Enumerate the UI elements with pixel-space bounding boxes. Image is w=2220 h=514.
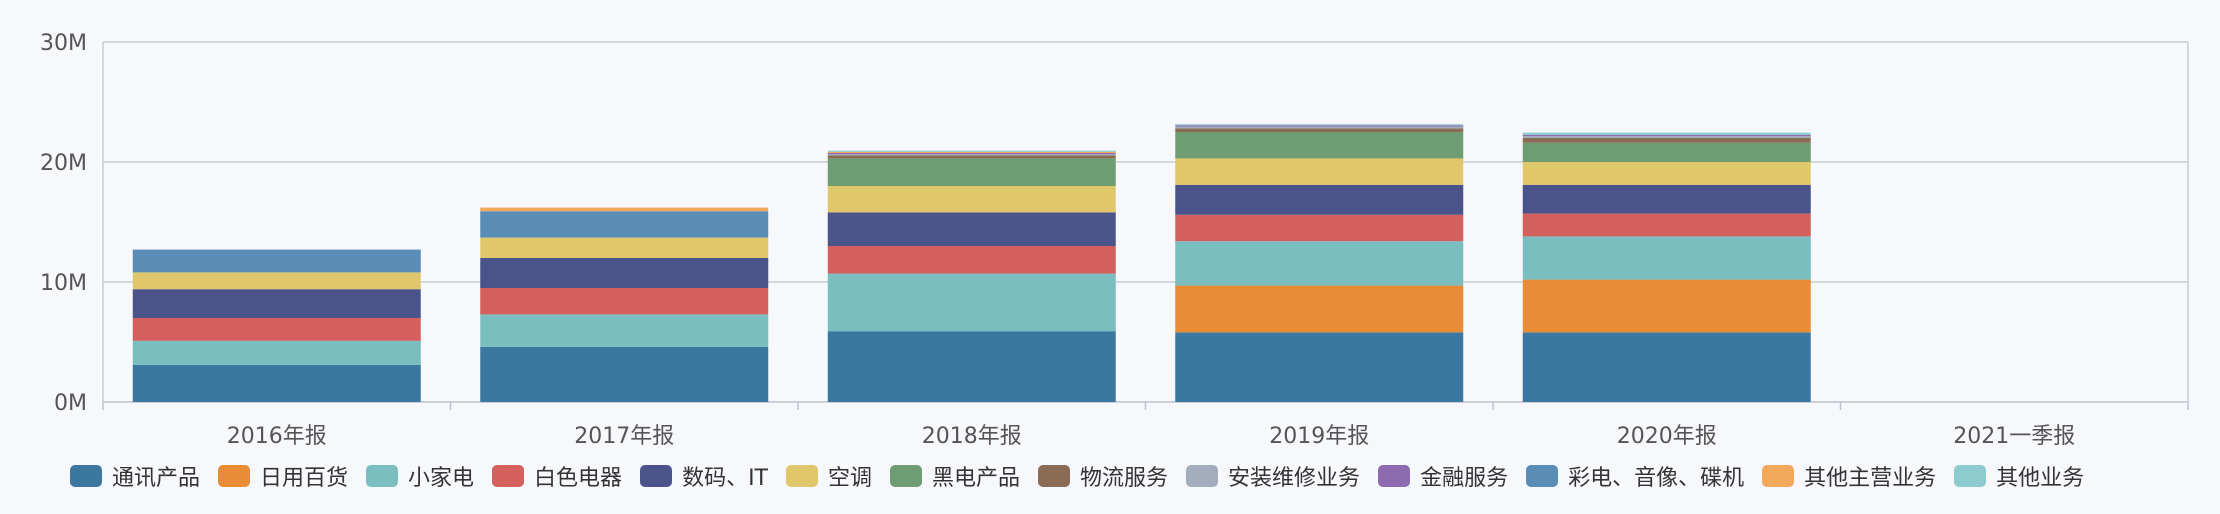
bar-segment bbox=[827, 153, 1116, 155]
y-tick-label: 20M bbox=[40, 151, 87, 176]
bar-segment bbox=[1175, 132, 1464, 159]
legend-swatch bbox=[1762, 465, 1795, 487]
legend-swatch bbox=[366, 465, 399, 487]
bar-segment bbox=[1522, 162, 1811, 185]
bar-segment bbox=[827, 154, 1116, 156]
bar-segment bbox=[1175, 184, 1464, 215]
x-tick-label: 2017年报 bbox=[574, 424, 674, 449]
legend-swatch bbox=[786, 465, 818, 487]
bar-segment bbox=[1175, 126, 1464, 129]
bar-segment bbox=[480, 237, 769, 258]
legend-swatch bbox=[218, 465, 251, 487]
x-tick-label: 2019年报 bbox=[1269, 424, 1369, 449]
x-tick-label: 2018年报 bbox=[922, 424, 1022, 449]
legend-label: 彩电、音像、碟机 bbox=[1568, 466, 1745, 491]
bar-segment bbox=[827, 186, 1116, 213]
legend-swatch bbox=[1186, 465, 1219, 487]
legend-label: 其他业务 bbox=[1996, 466, 2085, 491]
legend-swatch bbox=[492, 465, 525, 487]
bar-segment bbox=[1175, 125, 1464, 127]
legend-item[interactable]: 空调 bbox=[786, 460, 872, 492]
bar-segment bbox=[827, 151, 1116, 153]
bar-segment bbox=[827, 212, 1116, 246]
x-tick-label: 2020年报 bbox=[1617, 424, 1717, 449]
legend-item[interactable]: 黑电产品 bbox=[890, 460, 1020, 492]
legend-item[interactable]: 日用百货 bbox=[218, 460, 348, 492]
x-tick-label: 2016年报 bbox=[227, 424, 327, 449]
bar-segment bbox=[1522, 213, 1811, 237]
bar-segment bbox=[132, 289, 421, 318]
bar-segment bbox=[1522, 236, 1811, 280]
bar-segment bbox=[480, 288, 769, 315]
bar-segment bbox=[827, 331, 1116, 402]
legend-swatch bbox=[640, 465, 673, 487]
legend-item[interactable]: 白色电器 bbox=[492, 460, 622, 492]
legend-item[interactable]: 通讯产品 bbox=[70, 460, 200, 492]
legend-swatch bbox=[70, 465, 102, 487]
bar-segment bbox=[1522, 136, 1811, 138]
legend-item[interactable]: 小家电 bbox=[366, 460, 474, 492]
bar-segment bbox=[132, 340, 421, 365]
y-tick-label: 30M bbox=[40, 31, 87, 56]
legend-item[interactable]: 物流服务 bbox=[1038, 460, 1168, 492]
bar-segment bbox=[1175, 124, 1464, 126]
bar-segment bbox=[480, 258, 769, 288]
legend-swatch bbox=[1954, 465, 1987, 487]
bar-segment bbox=[132, 364, 421, 402]
legend-item[interactable]: 安装维修业务 bbox=[1186, 460, 1360, 492]
legend-label: 通讯产品 bbox=[112, 466, 201, 491]
legend-label: 小家电 bbox=[408, 466, 475, 491]
legend-item[interactable]: 彩电、音像、碟机 bbox=[1526, 460, 1744, 492]
bar-segment bbox=[1175, 241, 1464, 286]
bar-segment bbox=[1175, 332, 1464, 402]
legend-label: 白色电器 bbox=[534, 466, 623, 491]
legend-label: 金融服务 bbox=[1420, 466, 1509, 491]
bar-segment bbox=[827, 246, 1116, 274]
bar-segment bbox=[480, 207, 769, 212]
bar-segment bbox=[1522, 135, 1811, 137]
legend-item[interactable]: 数码、IT bbox=[640, 460, 768, 492]
legend-label: 物流服务 bbox=[1080, 466, 1169, 491]
bar-segment bbox=[1522, 142, 1811, 162]
bar-segment bbox=[480, 314, 769, 347]
bar-segment bbox=[827, 155, 1116, 159]
bar-segment bbox=[1175, 158, 1464, 185]
legend-swatch bbox=[1378, 465, 1411, 487]
legend-label: 数码、IT bbox=[682, 466, 768, 491]
legend-label: 其他主营业务 bbox=[1804, 466, 1937, 491]
legend-swatch bbox=[890, 465, 923, 487]
bar-segment bbox=[132, 249, 421, 273]
legend-item[interactable]: 金融服务 bbox=[1378, 460, 1508, 492]
bar-segment bbox=[1522, 138, 1811, 143]
bar-segment bbox=[827, 158, 1116, 186]
bar-segment bbox=[1175, 285, 1464, 333]
legend-item[interactable]: 其他主营业务 bbox=[1762, 460, 1936, 492]
bar-segment bbox=[827, 150, 1116, 152]
legend-label: 日用百货 bbox=[260, 466, 349, 491]
bar-segment bbox=[1522, 332, 1811, 402]
bar-segment bbox=[480, 346, 769, 402]
bar-segment bbox=[1522, 132, 1811, 135]
bar-segment bbox=[1522, 279, 1811, 333]
x-tick-label: 2021一季报 bbox=[1953, 424, 2075, 449]
legend-label: 空调 bbox=[828, 466, 873, 491]
chart-legend: 通讯产品 日用百货 小家电 白色电器 数码、IT 空调 黑电产品 物流服务 安装维修业务 金融服务… bbox=[70, 460, 2210, 492]
bar-segment bbox=[132, 318, 421, 341]
bar-segment bbox=[1175, 214, 1464, 242]
legend-label: 安装维修业务 bbox=[1228, 466, 1361, 491]
bar-segment bbox=[480, 211, 769, 238]
y-tick-label: 10M bbox=[40, 271, 87, 296]
bar-segment bbox=[1522, 184, 1811, 214]
bar-segment bbox=[827, 273, 1116, 332]
legend-swatch bbox=[1526, 465, 1559, 487]
legend-swatch bbox=[1038, 465, 1071, 487]
bar-segment bbox=[1175, 128, 1464, 132]
legend-item[interactable]: 其他业务 bbox=[1954, 460, 2084, 492]
bar-segment bbox=[132, 272, 421, 290]
legend-label: 黑电产品 bbox=[932, 466, 1021, 491]
y-tick-label: 0M bbox=[54, 391, 87, 416]
